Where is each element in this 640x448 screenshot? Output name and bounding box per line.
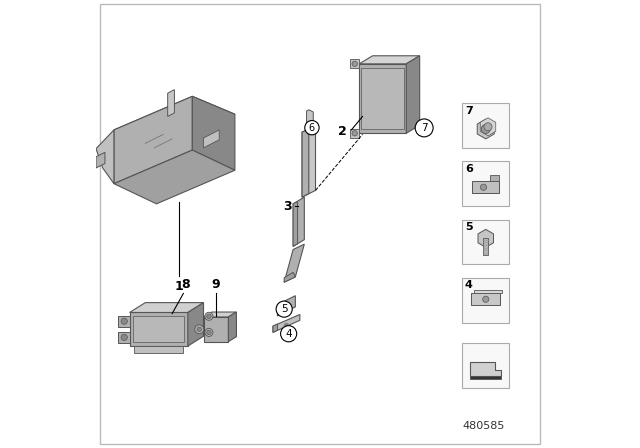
Polygon shape	[96, 130, 114, 184]
Polygon shape	[204, 317, 228, 341]
Polygon shape	[478, 229, 493, 247]
Circle shape	[205, 328, 213, 336]
Circle shape	[121, 318, 127, 324]
Circle shape	[481, 184, 486, 190]
Polygon shape	[118, 332, 130, 343]
Circle shape	[352, 131, 357, 136]
Polygon shape	[470, 376, 502, 379]
Polygon shape	[228, 312, 236, 341]
Text: 5: 5	[465, 222, 472, 232]
Polygon shape	[302, 129, 309, 197]
Polygon shape	[134, 346, 184, 353]
Polygon shape	[307, 110, 314, 125]
Circle shape	[195, 325, 204, 334]
Text: 4: 4	[285, 329, 292, 339]
Text: 2: 2	[338, 125, 347, 138]
Polygon shape	[483, 238, 488, 255]
Polygon shape	[293, 197, 305, 246]
Polygon shape	[278, 302, 282, 316]
Text: 7: 7	[421, 123, 428, 133]
Polygon shape	[118, 316, 130, 327]
Circle shape	[207, 330, 211, 335]
Polygon shape	[284, 244, 305, 282]
Polygon shape	[474, 290, 502, 293]
Polygon shape	[192, 96, 235, 170]
Circle shape	[276, 301, 292, 317]
FancyBboxPatch shape	[462, 161, 509, 206]
Text: 4: 4	[465, 280, 473, 290]
Polygon shape	[359, 56, 420, 64]
Circle shape	[207, 314, 211, 319]
Polygon shape	[477, 119, 494, 139]
Polygon shape	[350, 59, 359, 69]
Polygon shape	[273, 314, 300, 332]
Circle shape	[352, 61, 357, 66]
Polygon shape	[188, 303, 204, 346]
Circle shape	[481, 125, 490, 134]
Text: 480585: 480585	[462, 421, 505, 431]
Text: 5: 5	[281, 304, 287, 314]
Polygon shape	[284, 272, 296, 282]
Polygon shape	[114, 96, 192, 184]
Circle shape	[415, 119, 433, 137]
FancyBboxPatch shape	[462, 278, 509, 323]
Polygon shape	[350, 129, 359, 138]
Text: 8: 8	[181, 278, 190, 291]
Polygon shape	[490, 175, 499, 181]
Polygon shape	[278, 296, 296, 316]
Polygon shape	[470, 362, 502, 376]
Circle shape	[483, 296, 489, 302]
Polygon shape	[472, 293, 500, 305]
Text: 7: 7	[465, 106, 473, 116]
Circle shape	[484, 123, 492, 131]
Polygon shape	[114, 150, 235, 204]
Polygon shape	[406, 56, 420, 134]
Polygon shape	[114, 96, 235, 150]
Circle shape	[197, 327, 202, 332]
FancyBboxPatch shape	[462, 103, 509, 148]
Polygon shape	[204, 312, 236, 317]
Polygon shape	[204, 130, 220, 148]
FancyBboxPatch shape	[462, 343, 509, 388]
Polygon shape	[359, 64, 406, 134]
Circle shape	[305, 121, 319, 135]
Polygon shape	[96, 152, 105, 168]
Polygon shape	[308, 125, 316, 134]
Text: 3: 3	[284, 199, 292, 213]
Polygon shape	[168, 90, 174, 116]
Polygon shape	[130, 303, 204, 313]
Polygon shape	[293, 202, 298, 246]
Polygon shape	[472, 181, 499, 193]
Polygon shape	[133, 316, 184, 342]
Text: 1: 1	[175, 280, 183, 293]
Polygon shape	[480, 118, 496, 136]
Polygon shape	[362, 69, 404, 129]
Circle shape	[121, 334, 127, 340]
Text: 9: 9	[212, 278, 220, 291]
FancyBboxPatch shape	[462, 220, 509, 264]
Text: 6: 6	[309, 123, 315, 133]
Text: 6: 6	[465, 164, 473, 174]
Polygon shape	[273, 324, 278, 332]
Polygon shape	[302, 125, 316, 197]
Circle shape	[280, 326, 297, 342]
Circle shape	[205, 312, 213, 320]
Polygon shape	[130, 313, 188, 346]
